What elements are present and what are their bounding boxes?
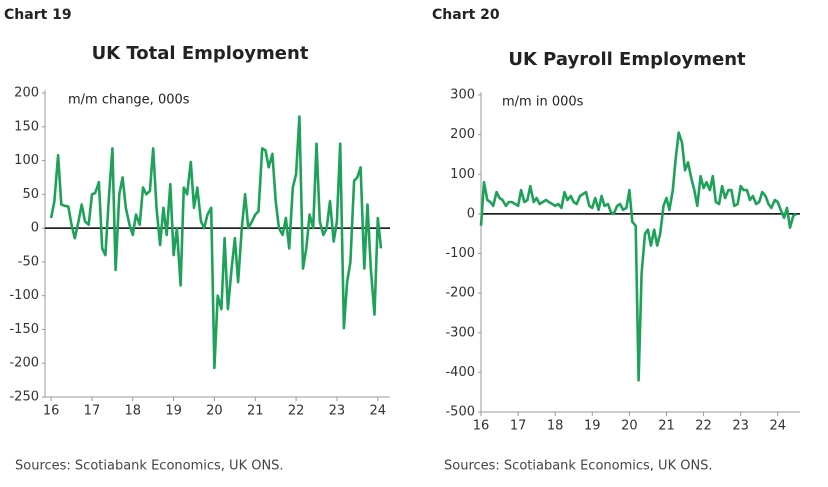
x-tick-label: 16 <box>473 419 490 434</box>
x-tick-label: 23 <box>329 404 346 419</box>
source: Sources: Scotiabank Economics, UK ONS. <box>444 459 713 474</box>
y-tick-label: -400 <box>445 365 475 380</box>
chart-label: Chart 20 <box>432 7 500 23</box>
x-tick-label: 20 <box>621 419 638 434</box>
y-tick-label: -150 <box>9 322 39 337</box>
x-tick-label: 21 <box>658 419 675 434</box>
y-tick-label: 200 <box>14 86 39 101</box>
x-tick-label: 17 <box>84 404 101 419</box>
x-tick-label: 23 <box>732 419 749 434</box>
chart-title: UK Payroll Employment <box>508 49 746 70</box>
x-tick-label: 24 <box>769 419 786 434</box>
x-tick-label: 16 <box>43 404 60 419</box>
y-tick-label: -50 <box>18 254 39 269</box>
y-tick-label: -100 <box>9 288 39 303</box>
x-tick-label: 17 <box>510 419 527 434</box>
annotation: m/m in 000s <box>502 95 584 110</box>
series-line <box>49 115 383 370</box>
y-tick-label: 0 <box>467 206 475 221</box>
x-tick-label: 22 <box>695 419 712 434</box>
y-tick-label: -200 <box>445 286 475 301</box>
y-tick-label: 200 <box>450 127 475 142</box>
y-tick-label: -250 <box>9 390 39 405</box>
x-tick-label: 19 <box>165 404 182 419</box>
x-tick-label: 22 <box>288 404 305 419</box>
x-tick-label: 20 <box>206 404 223 419</box>
y-tick-label: 0 <box>31 221 39 236</box>
chart-label: Chart 19 <box>4 7 72 23</box>
y-tick-label: -500 <box>445 405 475 420</box>
y-tick-label: 100 <box>450 167 475 182</box>
x-tick-label: 21 <box>247 404 264 419</box>
y-tick-label: -300 <box>445 325 475 340</box>
annotation: m/m change, 000s <box>68 93 190 108</box>
x-tick-label: 18 <box>547 419 564 434</box>
y-tick-label: 150 <box>14 119 39 134</box>
x-tick-label: 19 <box>584 419 601 434</box>
chart-title: UK Total Employment <box>92 43 309 64</box>
source: Sources: Scotiabank Economics, UK ONS. <box>15 459 284 474</box>
series-line <box>479 131 798 382</box>
y-tick-label: 300 <box>450 88 475 103</box>
x-tick-label: 24 <box>369 404 386 419</box>
y-tick-label: -100 <box>445 246 475 261</box>
y-tick-label: 100 <box>14 153 39 168</box>
x-tick-label: 18 <box>125 404 142 419</box>
y-tick-label: 50 <box>22 187 39 202</box>
y-tick-label: -200 <box>9 356 39 371</box>
